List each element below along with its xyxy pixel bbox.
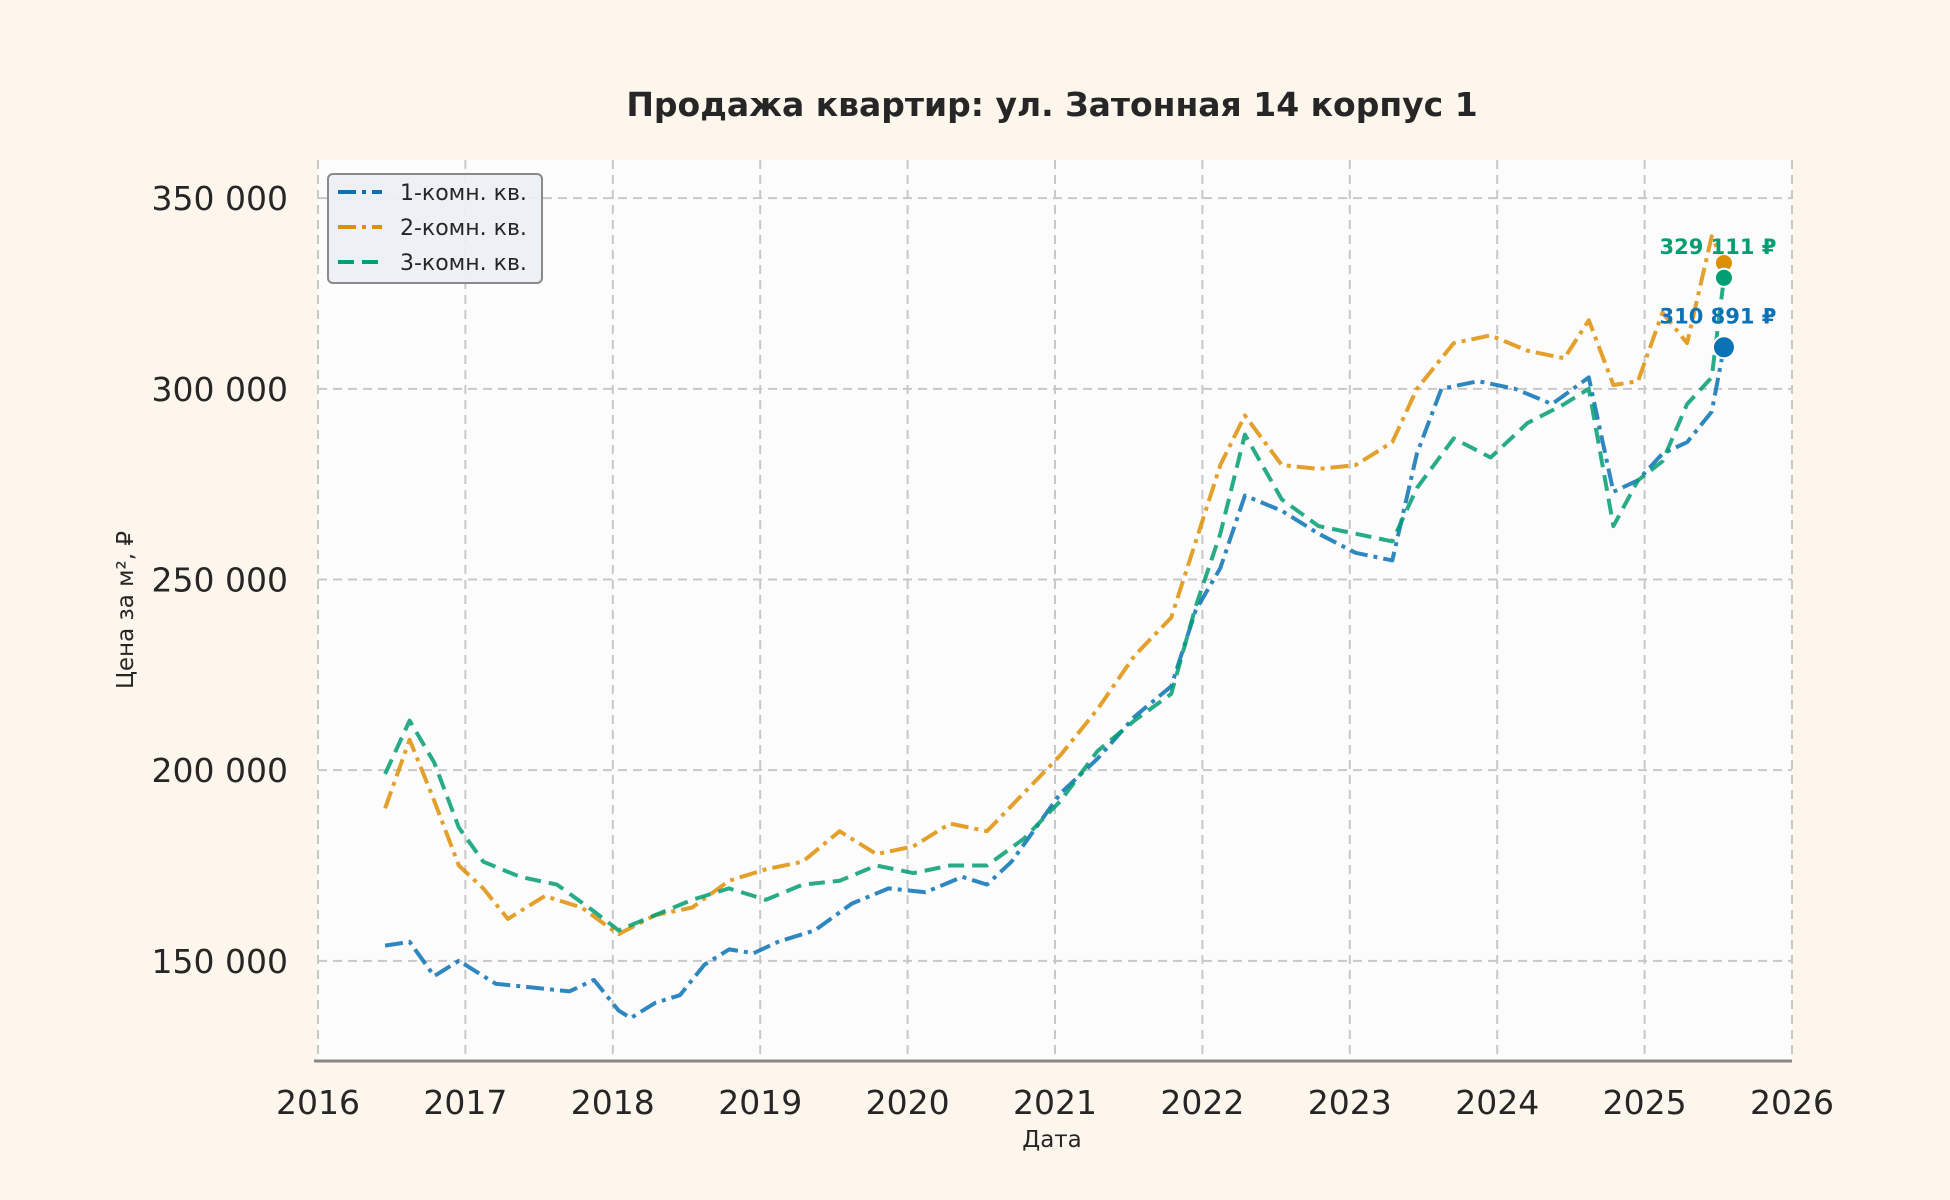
y-tick-labels: 150 000 200 000 250 000 300 000 350 000 — [152, 179, 288, 981]
end-point-label: 329 111 ₽ — [1660, 235, 1777, 259]
y-tick-label: 300 000 — [152, 370, 288, 409]
series-line — [383, 277, 1726, 933]
legend-entry-label: 1-комн. кв. — [400, 181, 527, 206]
x-axis-label: Дата — [1022, 1127, 1082, 1153]
x-tick-label: 2016 — [276, 1083, 360, 1122]
x-tick-label: 2017 — [423, 1083, 507, 1122]
x-tick-label: 2020 — [866, 1083, 950, 1122]
end-point-label: 310 891 ₽ — [1660, 304, 1777, 328]
y-tick-label: 200 000 — [152, 751, 288, 790]
legend-entry-label: 3-комн. кв. — [400, 251, 527, 276]
y-tick-label: 250 000 — [152, 560, 288, 599]
x-tick-label: 2018 — [571, 1083, 655, 1122]
series-layer — [383, 234, 1726, 1021]
x-tick-label: 2021 — [1013, 1083, 1097, 1122]
x-tick-label: 2022 — [1160, 1083, 1244, 1122]
end-point-marker — [1713, 267, 1734, 288]
grid — [317, 160, 1793, 1060]
y-tick-label: 350 000 — [152, 179, 288, 218]
y-tick-label: 150 000 — [152, 942, 288, 981]
legend: 1-комн. кв. 2-комн. кв. 3-комн. кв. — [327, 173, 543, 284]
x-tick-label: 2023 — [1308, 1083, 1392, 1122]
legend-items: 1-комн. кв. 2-комн. кв. 3-комн. кв. — [338, 181, 527, 276]
series-line — [384, 346, 1726, 1021]
x-tick-label: 2026 — [1750, 1083, 1834, 1122]
y-axis-label: Цена за м², ₽ — [113, 531, 139, 689]
x-tick-labels: 2016 2017 2018 2019 2020 2021 2022 2023 2024 2025… — [276, 1083, 1834, 1122]
legend-box — [327, 173, 543, 284]
end-point-marker — [1711, 335, 1736, 360]
x-tick-label: 2024 — [1455, 1083, 1539, 1122]
x-tick-label: 2025 — [1603, 1083, 1687, 1122]
x-tick-label: 2019 — [718, 1083, 802, 1122]
end-markers: 329 111 ₽ 310 891 ₽ — [1660, 235, 1777, 360]
legend-entry-label: 2-комн. кв. — [400, 216, 527, 241]
chart-title: Продажа квартир: ул. Затонная 14 корпус … — [626, 85, 1477, 124]
